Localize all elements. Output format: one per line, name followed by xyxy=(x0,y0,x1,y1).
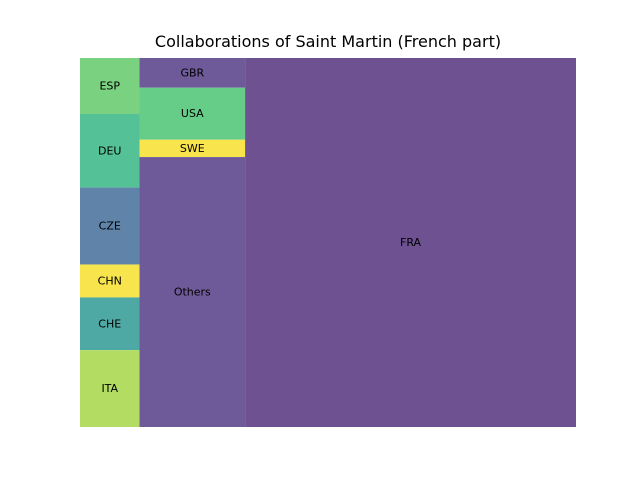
treemap-cell-others xyxy=(139,157,246,427)
treemap-cell-esp xyxy=(80,58,140,115)
treemap-label-esp: ESP xyxy=(99,80,120,93)
treemap-cell-che xyxy=(80,297,140,351)
treemap-label-swe: SWE xyxy=(180,142,205,155)
treemap-label-others: Others xyxy=(174,286,211,299)
treemap-label-chn: CHN xyxy=(98,274,122,287)
treemap-cell-gbr xyxy=(139,58,246,88)
treemap-cell-usa xyxy=(139,87,246,140)
treemap-label-fra: FRA xyxy=(400,236,422,249)
treemap-label-cze: CZE xyxy=(99,220,121,233)
treemap-cell-cze xyxy=(80,187,140,265)
treemap-label-ita: ITA xyxy=(101,382,118,395)
treemap-label-che: CHE xyxy=(98,317,121,330)
treemap-label-gbr: GBR xyxy=(180,66,204,79)
treemap-cell-ita xyxy=(80,350,140,427)
treemap-cell-chn xyxy=(80,264,140,298)
treemap-cell-fra xyxy=(245,58,576,427)
treemap-cell-deu xyxy=(80,114,140,188)
treemap-label-deu: DEU xyxy=(98,144,121,157)
treemap-label-usa: USA xyxy=(181,107,204,120)
treemap-cell-swe xyxy=(139,139,246,158)
chart-title: Collaborations of Saint Martin (French p… xyxy=(154,32,502,51)
